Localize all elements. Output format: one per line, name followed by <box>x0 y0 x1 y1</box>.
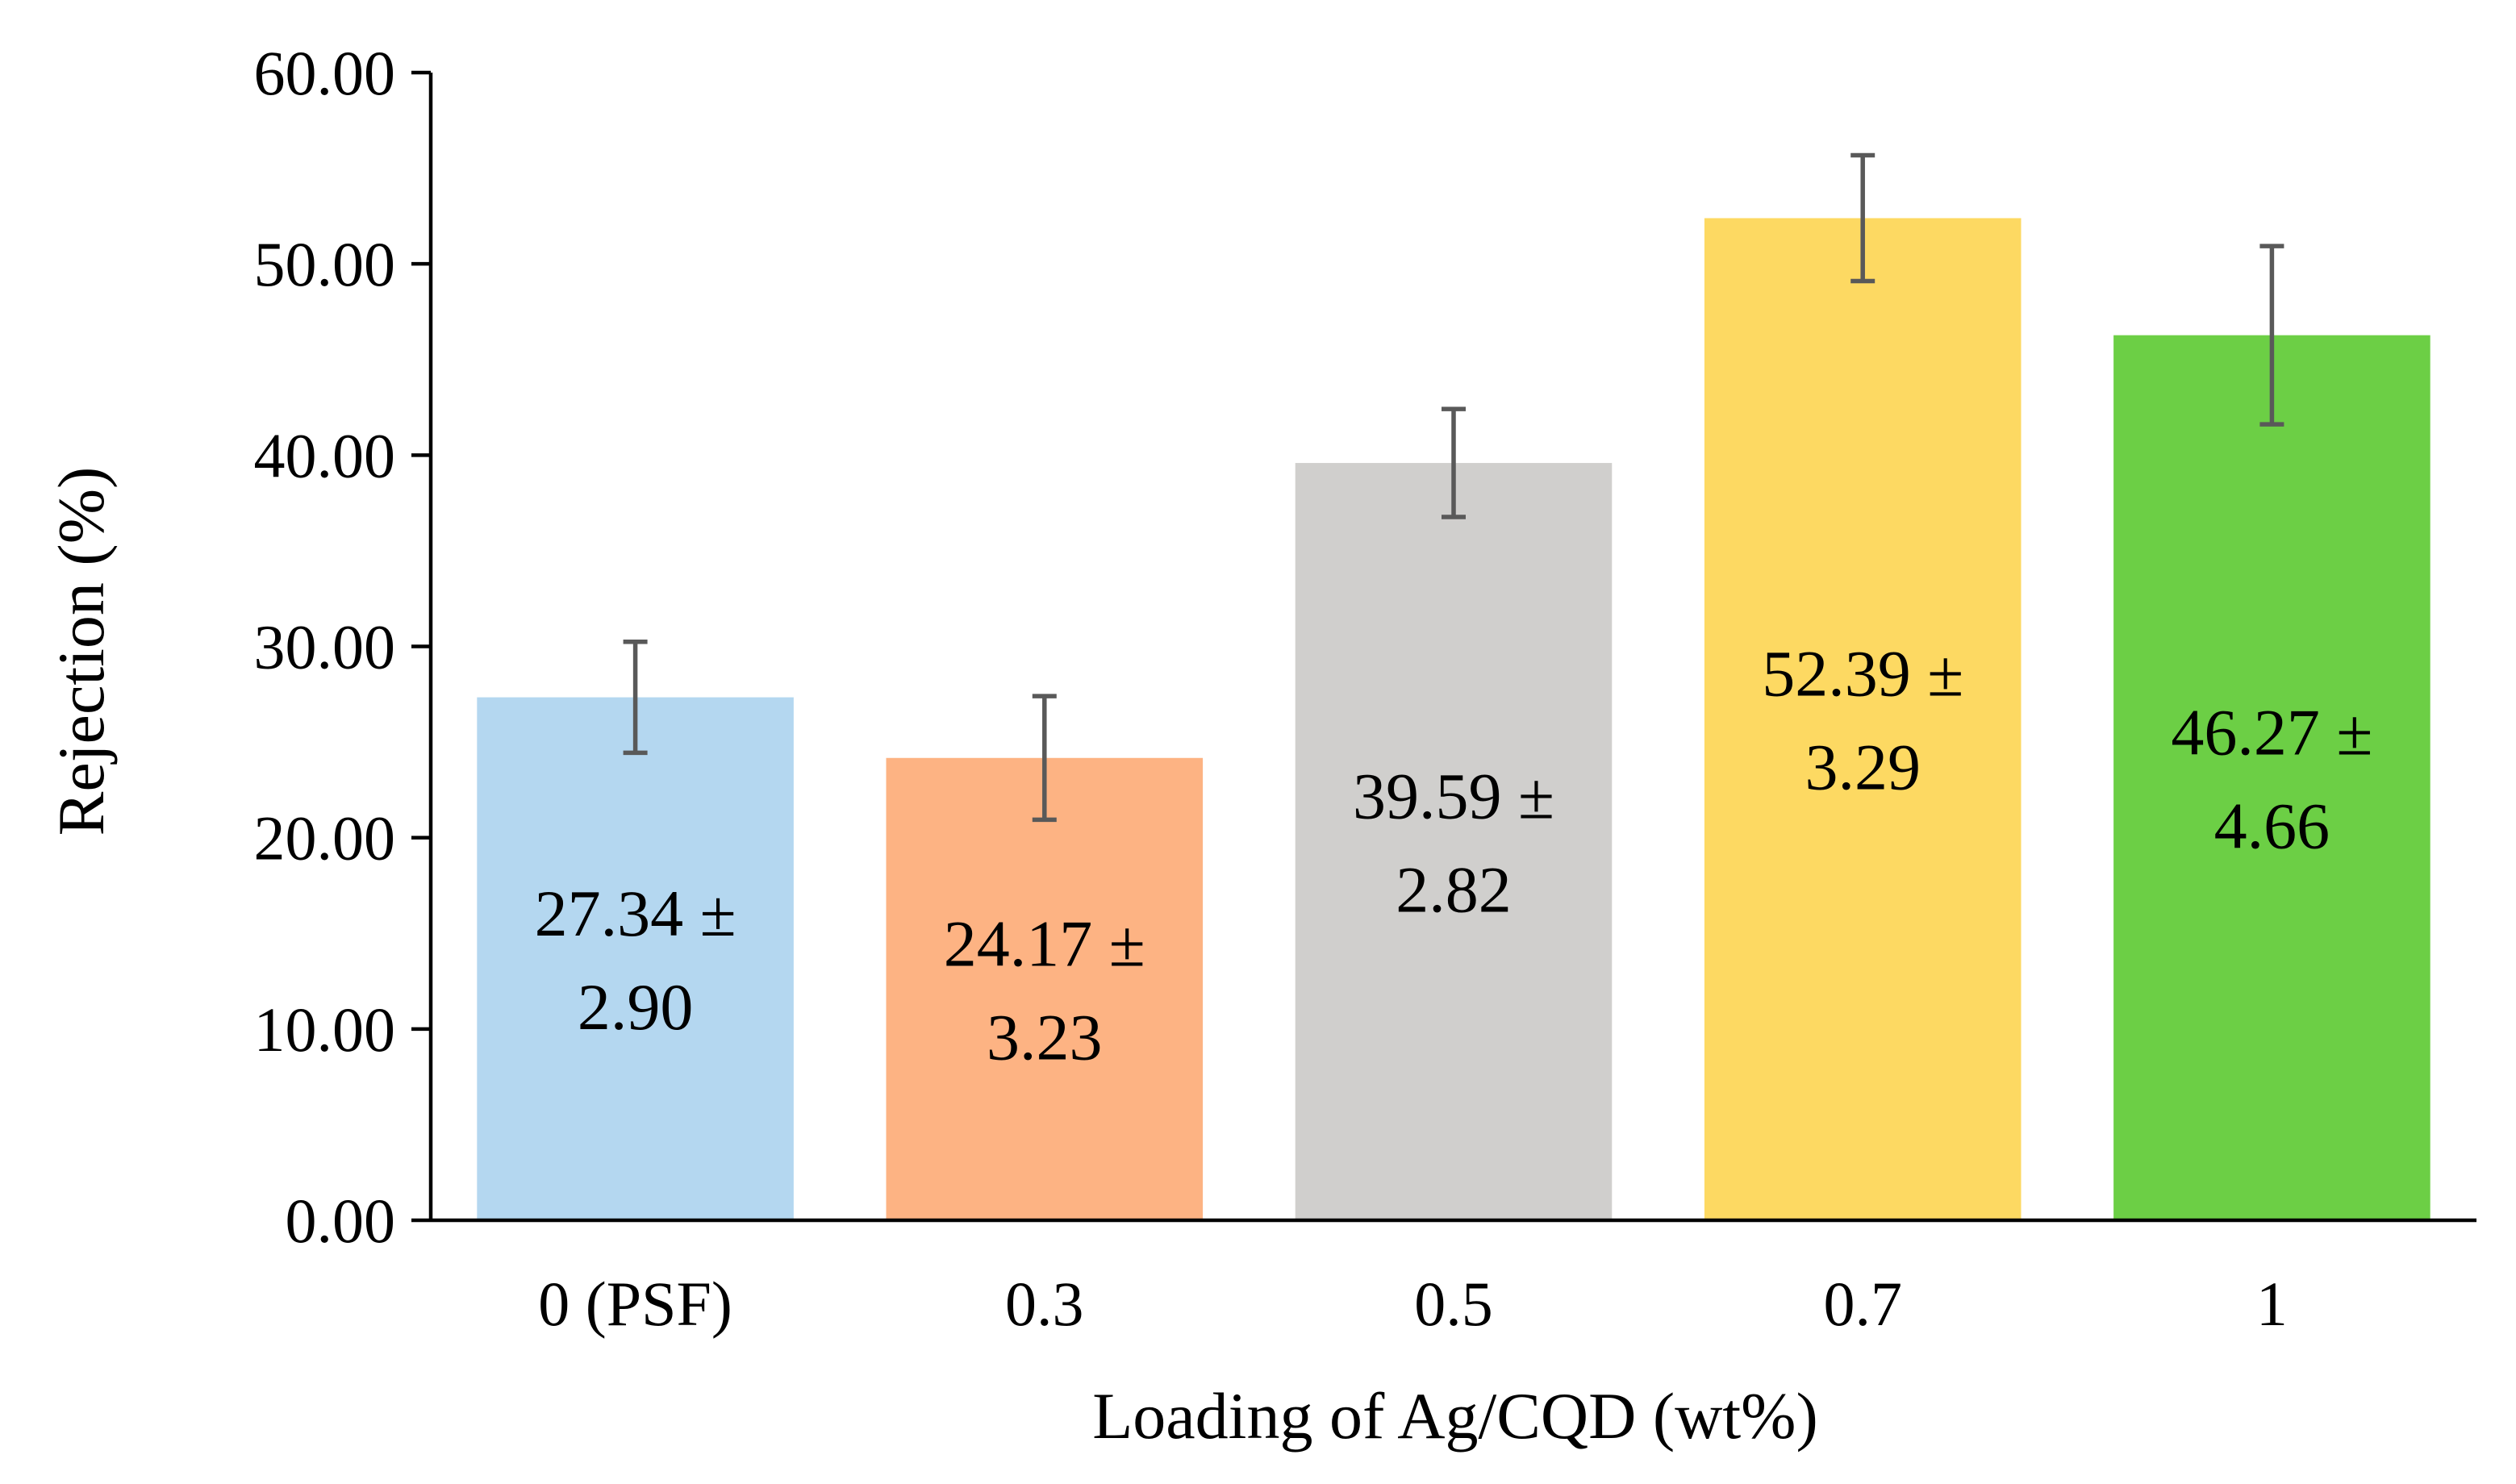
y-axis-ticks: 0.00 10.00 20.00 30.00 40.00 50.00 60.00 <box>254 38 431 1256</box>
data-label: 3.23 <box>987 1000 1103 1073</box>
y-tick-label: 50.00 <box>254 229 396 299</box>
bar <box>1704 218 2022 1220</box>
data-label: 4.66 <box>2214 789 2330 862</box>
y-tick-label: 0.00 <box>286 1186 396 1256</box>
data-label: 24.17 ± <box>944 907 1145 980</box>
x-tick-label: 1 <box>2256 1269 2288 1339</box>
data-label: 2.82 <box>1396 853 1512 927</box>
data-label: 46.27 ± <box>2171 695 2372 769</box>
data-label: 27.34 ± <box>535 877 736 950</box>
data-label: 39.59 ± <box>1353 760 1554 833</box>
bar <box>477 697 794 1220</box>
y-axis-title: Rejection (%) <box>44 467 118 836</box>
error-bars-group <box>623 152 2284 823</box>
bar <box>2113 335 2430 1220</box>
y-tick-label: 40.00 <box>254 420 396 490</box>
data-label: 2.90 <box>578 970 694 1044</box>
bar <box>886 757 1204 1220</box>
data-label: 52.39 ± <box>1762 637 1963 711</box>
bar <box>1295 463 1613 1220</box>
y-tick-label: 20.00 <box>254 803 396 873</box>
y-tick-label: 10.00 <box>254 994 396 1065</box>
x-tick-label: 0.3 <box>1005 1269 1084 1339</box>
y-tick-label: 60.00 <box>254 38 396 108</box>
x-axis-ticks: 0 (PSF) 0.3 0.5 0.7 1 <box>538 1269 2288 1339</box>
x-tick-label: 0.5 <box>1414 1269 1493 1339</box>
value-labels-group: 27.34 ± 2.90 24.17 ± 3.23 39.59 ± 2.82 52.39 ±… <box>535 637 2373 1074</box>
data-label: 3.29 <box>1805 731 1921 804</box>
x-tick-label: 0 (PSF) <box>538 1269 732 1339</box>
x-axis-title: Loading of Ag/CQD (wt%) <box>1092 1379 1818 1453</box>
bars-group <box>477 218 2430 1220</box>
y-tick-label: 30.00 <box>254 612 396 682</box>
x-tick-label: 0.7 <box>1823 1269 1902 1339</box>
